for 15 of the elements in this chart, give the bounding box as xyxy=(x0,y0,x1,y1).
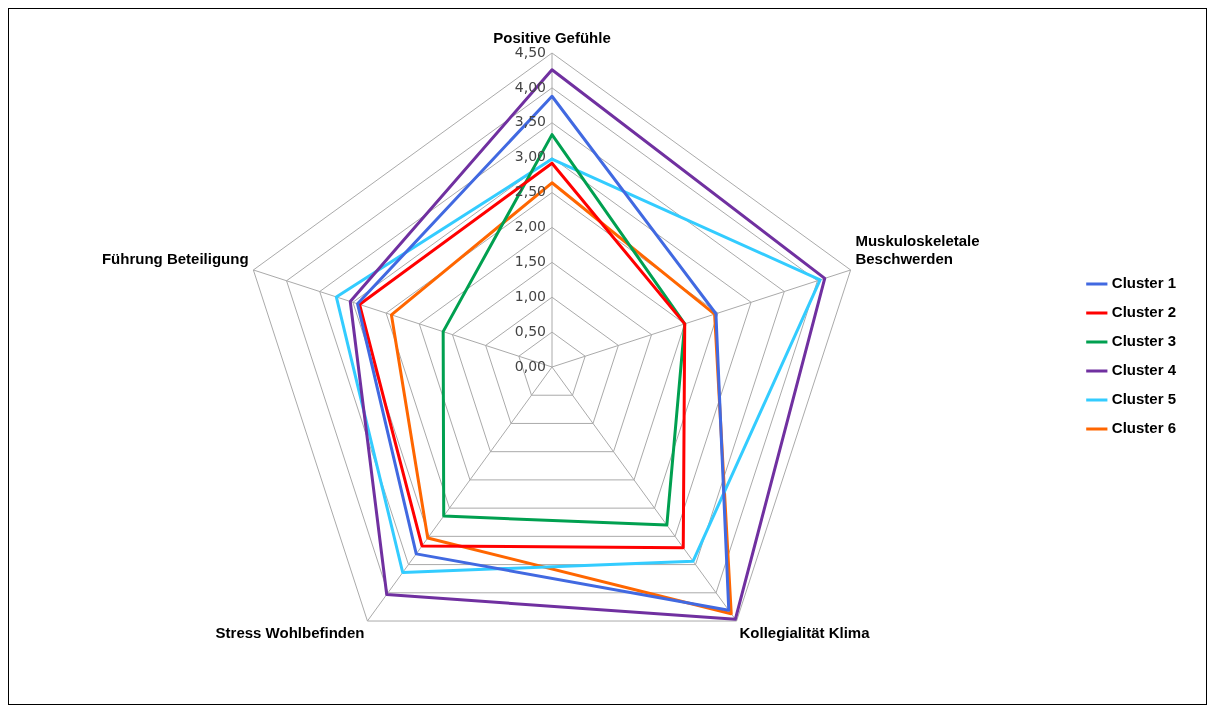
y-tick-label: 1,50 xyxy=(514,252,546,269)
legend-label: Cluster 1 xyxy=(1111,274,1177,292)
spoke-label: Stress Wohlbefinden xyxy=(215,624,365,642)
y-tick-label: 0,50 xyxy=(514,322,546,339)
spoke-label: Führung Beteiligung xyxy=(101,249,249,267)
legend-label: Cluster 2 xyxy=(1111,303,1177,321)
spoke-label: Muskuloskeletale Beschwerden xyxy=(855,231,980,267)
legend-label: Cluster 6 xyxy=(1111,419,1177,437)
legend-label: Cluster 5 xyxy=(1111,390,1177,408)
y-tick-label: 1,00 xyxy=(514,287,546,304)
y-tick-label: 2,00 xyxy=(514,218,546,235)
legend-label: Cluster 4 xyxy=(1111,361,1177,379)
legend-label: Cluster 3 xyxy=(1111,332,1177,350)
spoke-label: Kollegialität Klima xyxy=(739,624,871,642)
y-tick-label: 0,00 xyxy=(514,357,546,374)
